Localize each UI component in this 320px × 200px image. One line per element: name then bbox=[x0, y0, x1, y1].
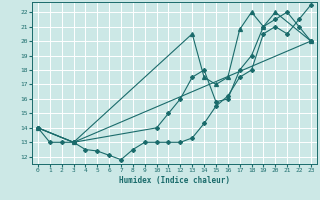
X-axis label: Humidex (Indice chaleur): Humidex (Indice chaleur) bbox=[119, 176, 230, 185]
